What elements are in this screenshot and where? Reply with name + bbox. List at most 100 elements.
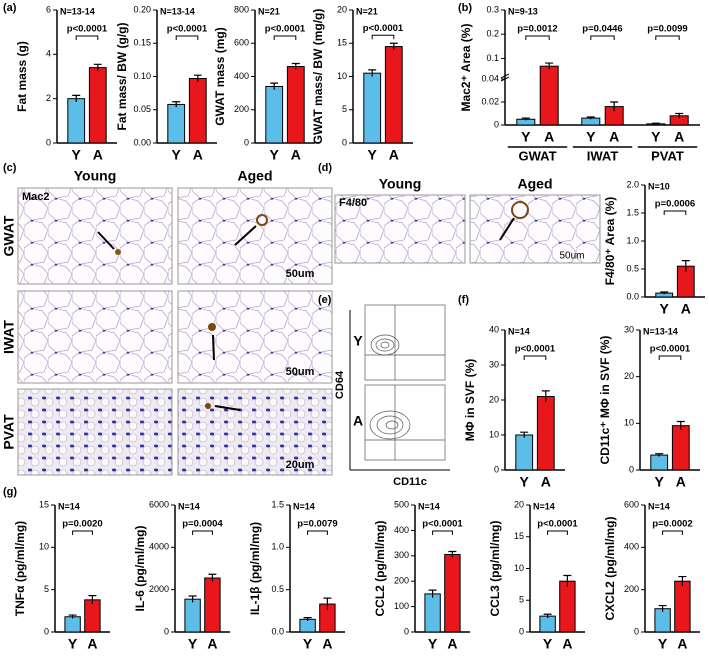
contours xyxy=(365,305,445,460)
x-tick-label: Y xyxy=(270,147,280,163)
x-tick-label: Y xyxy=(658,636,668,652)
y-tick-label: 5 xyxy=(44,584,49,594)
error-bar xyxy=(651,122,660,125)
x-tick-label: A xyxy=(322,636,332,652)
error-bar xyxy=(543,613,552,619)
panel-label: (b) xyxy=(458,2,472,14)
y-tick-label: 0.5 xyxy=(271,584,284,594)
error-bar xyxy=(563,574,572,587)
error-bar xyxy=(545,62,554,70)
y-tick-label: 0.05 xyxy=(133,104,151,114)
p-value: p=0.0004 xyxy=(182,519,223,530)
x-tick-label: Y xyxy=(188,636,198,652)
bracket xyxy=(175,35,199,40)
y-tick-label: 2.0 xyxy=(626,179,639,189)
y-tick-label: 15 xyxy=(514,531,524,541)
y-tick-label: 0.02 xyxy=(481,96,499,106)
x-tick-label: A xyxy=(193,147,203,163)
chart: 0 200 400 600 800 GWAT mass (mg) N=21 Y Ap<0.000… xyxy=(213,4,315,163)
n-label: N=21 xyxy=(356,6,378,16)
y-tick-label: 0 xyxy=(342,137,347,147)
p-value: p<0.0001 xyxy=(67,24,108,35)
error-bar xyxy=(681,260,690,272)
chart: 0 2 4 6 Fat mass (g) N=13-14 Y Ap<0.0001 xyxy=(15,4,117,163)
y-tick-label: 40 xyxy=(489,324,499,334)
bar xyxy=(265,85,284,144)
y-tick-label: 1.5 xyxy=(271,499,284,509)
bracket xyxy=(72,530,93,535)
y-tick-label: 20 xyxy=(624,371,634,381)
error-bar xyxy=(678,575,687,586)
y-axis-label: CD11c⁺ MΦ in SVF (%) xyxy=(598,336,612,465)
y-tick-label: 300 xyxy=(394,550,409,560)
y-axis-label: Fat mass (g) xyxy=(15,41,29,112)
y-tick-label: 0.15 xyxy=(133,38,151,48)
axis-label: CD64 xyxy=(334,370,346,399)
y-tick-label: 400 xyxy=(624,542,639,552)
bar xyxy=(654,608,671,633)
x-tick-label: Y xyxy=(368,147,378,163)
y-tick-label: 500 xyxy=(394,499,409,509)
x-tick-label: Y xyxy=(303,636,313,652)
bracket xyxy=(307,530,328,535)
bar xyxy=(674,580,691,633)
error-bar xyxy=(270,82,279,90)
y-axis-label: TNFα (pg/ml/mg) xyxy=(13,521,27,616)
p-value: p<0.0001 xyxy=(515,344,556,355)
n-label: N=14 xyxy=(418,501,440,511)
y-tick-label: 20 xyxy=(489,394,499,404)
flow-plot xyxy=(364,304,446,381)
y-axis-label: IL-1β (pg/ml/mg) xyxy=(248,522,262,615)
y-tick-label: 1.0 xyxy=(271,542,284,552)
axis-label: CD11c xyxy=(393,476,427,488)
error-bar xyxy=(541,390,550,403)
x-tick-label: A xyxy=(674,129,684,145)
chart: 0 100 200 300 400 500 CCL2 (pg/ml/mg) N=14 Y Ap<0… xyxy=(373,499,470,652)
y-tick-label: 0 xyxy=(494,464,499,474)
image xyxy=(177,388,333,476)
bar xyxy=(650,454,669,471)
error-bar xyxy=(303,617,312,621)
p-value: p<0.0001 xyxy=(265,24,306,35)
stain-label: Mac2 xyxy=(22,191,50,203)
error-bar xyxy=(676,420,685,430)
x-tick-label: A xyxy=(681,301,691,317)
p-value: p=0.0079 xyxy=(297,519,337,530)
bracket xyxy=(523,355,547,360)
row-label: GWAT xyxy=(1,215,17,256)
y-tick-label: 0 xyxy=(164,626,169,636)
y-tick-label: 1.5 xyxy=(626,207,639,217)
y-tick-label: 800 xyxy=(234,4,249,14)
bracket xyxy=(547,530,568,535)
bracket xyxy=(273,35,297,40)
y-tick-label: 0.04 xyxy=(481,73,499,83)
error-bar xyxy=(72,94,81,102)
y-tick-label: 0.3 xyxy=(486,4,499,14)
p-value: p<0.0001 xyxy=(363,23,404,34)
error-bar xyxy=(586,116,595,120)
bar xyxy=(559,580,576,633)
bar xyxy=(444,554,461,633)
n-label: N=14 xyxy=(293,501,315,511)
error-bar xyxy=(368,69,377,77)
x-tick-label: Y xyxy=(72,147,82,163)
row-label: Y xyxy=(353,333,363,349)
x-tick-label: A xyxy=(87,636,97,652)
row-label: PVAT xyxy=(1,414,17,450)
y-axis-label: GWAT mass/ BW (mg/g) xyxy=(311,9,325,145)
y-tick-label: 0 xyxy=(634,626,639,636)
bar xyxy=(286,66,305,144)
error-bar xyxy=(448,550,457,558)
y-tick-label: 0 xyxy=(404,626,409,636)
y-tick-label: 6000 xyxy=(149,499,169,509)
y-axis-label: GWAT mass (mg) xyxy=(213,27,227,125)
n-label: N=10 xyxy=(648,181,670,191)
error-bar xyxy=(675,112,684,119)
image xyxy=(334,194,466,264)
chart: 0 5 10 15 TNFα (pg/ml/mg) N=14 Y Ap=0.0020 xyxy=(13,499,110,652)
scale-bar: 20um xyxy=(286,459,315,471)
y-tick-label: 30 xyxy=(489,359,499,369)
n-label: N=14 xyxy=(178,501,200,511)
error-bar xyxy=(660,291,669,295)
